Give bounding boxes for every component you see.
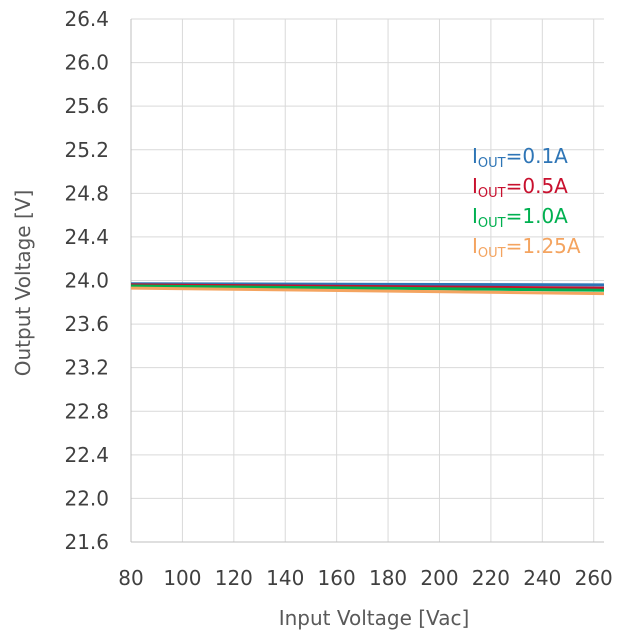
legend-entry-main: I [472, 174, 478, 198]
legend-entry: IOUT=1.25A [472, 234, 581, 261]
y-tick-label: 22.4 [64, 443, 109, 467]
y-tick-label: 26.0 [64, 51, 109, 75]
x-tick-labels: 80 100 120 140 160 180 200 220 240 260 [118, 566, 613, 590]
legend-entry-value: =0.5A [506, 174, 569, 198]
y-axis-title: Output Voltage [V] [11, 190, 35, 377]
x-tick-label: 260 [575, 566, 613, 590]
y-tick-label: 21.6 [64, 530, 109, 554]
legend-entry-main: I [472, 234, 478, 258]
x-tick-label: 100 [163, 566, 201, 590]
x-tick-label: 180 [369, 566, 407, 590]
series-line [130, 284, 605, 292]
chart-series [130, 282, 605, 296]
series-line [130, 286, 605, 296]
y-tick-label: 22.0 [64, 486, 109, 510]
x-tick-label: 240 [523, 566, 561, 590]
legend-entry-main: I [472, 204, 478, 228]
legend-entry-value: =1.25A [506, 234, 581, 258]
legend-entry-subscript: OUT [478, 246, 506, 261]
legend-entry-subscript: OUT [478, 156, 506, 171]
y-tick-label: 22.8 [64, 399, 109, 423]
legend-entry: IOUT=0.1A [472, 144, 568, 171]
x-axis-title: Input Voltage [Vac] [279, 606, 470, 630]
y-tick-label: 25.6 [64, 94, 109, 118]
legend-entry-value: =0.1A [506, 144, 569, 168]
x-tick-label: 80 [118, 566, 143, 590]
x-tick-label: 160 [318, 566, 356, 590]
y-tick-label: 23.2 [64, 356, 109, 380]
legend-entry: IOUT=0.5A [472, 174, 568, 201]
y-tick-label: 25.2 [64, 138, 109, 162]
legend-entry-subscript: OUT [478, 216, 506, 231]
y-tick-label: 24.4 [64, 225, 109, 249]
legend-entry-main: I [472, 144, 478, 168]
y-tick-labels: 26.4 26.0 25.6 25.2 24.8 24.4 24.0 23.6 23.2 22.8… [64, 7, 109, 554]
x-tick-label: 220 [472, 566, 510, 590]
y-tick-label: 23.6 [64, 312, 109, 336]
legend-entry-value: =1.0A [506, 204, 569, 228]
y-tick-label: 24.0 [64, 269, 109, 293]
legend-entry-subscript: OUT [478, 186, 506, 201]
x-tick-label: 140 [266, 566, 304, 590]
x-tick-label: 120 [215, 566, 253, 590]
y-tick-label: 24.8 [64, 181, 109, 205]
chart-axes [130, 19, 604, 543]
legend-entry: IOUT=1.0A [472, 204, 568, 231]
chart-grid [130, 18, 604, 543]
x-tick-label: 200 [420, 566, 458, 590]
y-tick-label: 26.4 [64, 7, 109, 31]
